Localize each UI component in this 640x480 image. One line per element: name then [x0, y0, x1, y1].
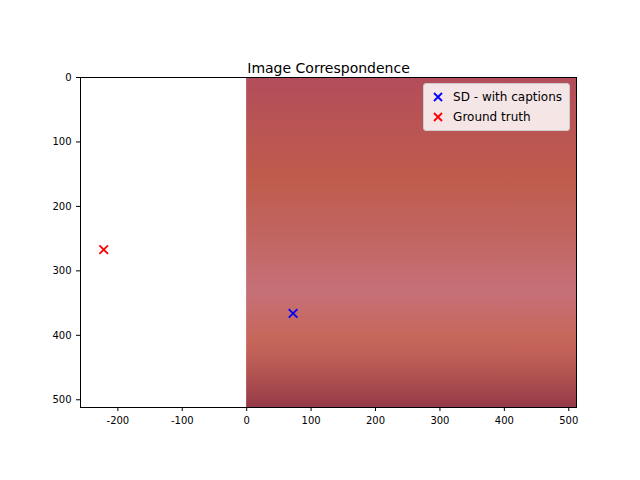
svg-text:0: 0 [244, 415, 250, 426]
svg-text:500: 500 [559, 415, 578, 426]
svg-text:100: 100 [302, 415, 321, 426]
svg-text:Image Correspondence: Image Correspondence [247, 60, 410, 76]
svg-text:0: 0 [65, 72, 71, 83]
svg-text:300: 300 [430, 415, 449, 426]
svg-text:-100: -100 [171, 415, 194, 426]
svg-text:500: 500 [52, 394, 71, 405]
svg-text:400: 400 [52, 330, 71, 341]
svg-text:200: 200 [366, 415, 385, 426]
svg-text:100: 100 [52, 136, 71, 147]
html-text:SD - with captions: SD - with captions [453, 90, 562, 104]
svg-text:-200: -200 [107, 415, 130, 426]
html-text:Ground truth: Ground truth [453, 110, 531, 124]
svg-text:200: 200 [52, 201, 71, 212]
svg-text:300: 300 [52, 265, 71, 276]
svg-text:400: 400 [495, 415, 514, 426]
